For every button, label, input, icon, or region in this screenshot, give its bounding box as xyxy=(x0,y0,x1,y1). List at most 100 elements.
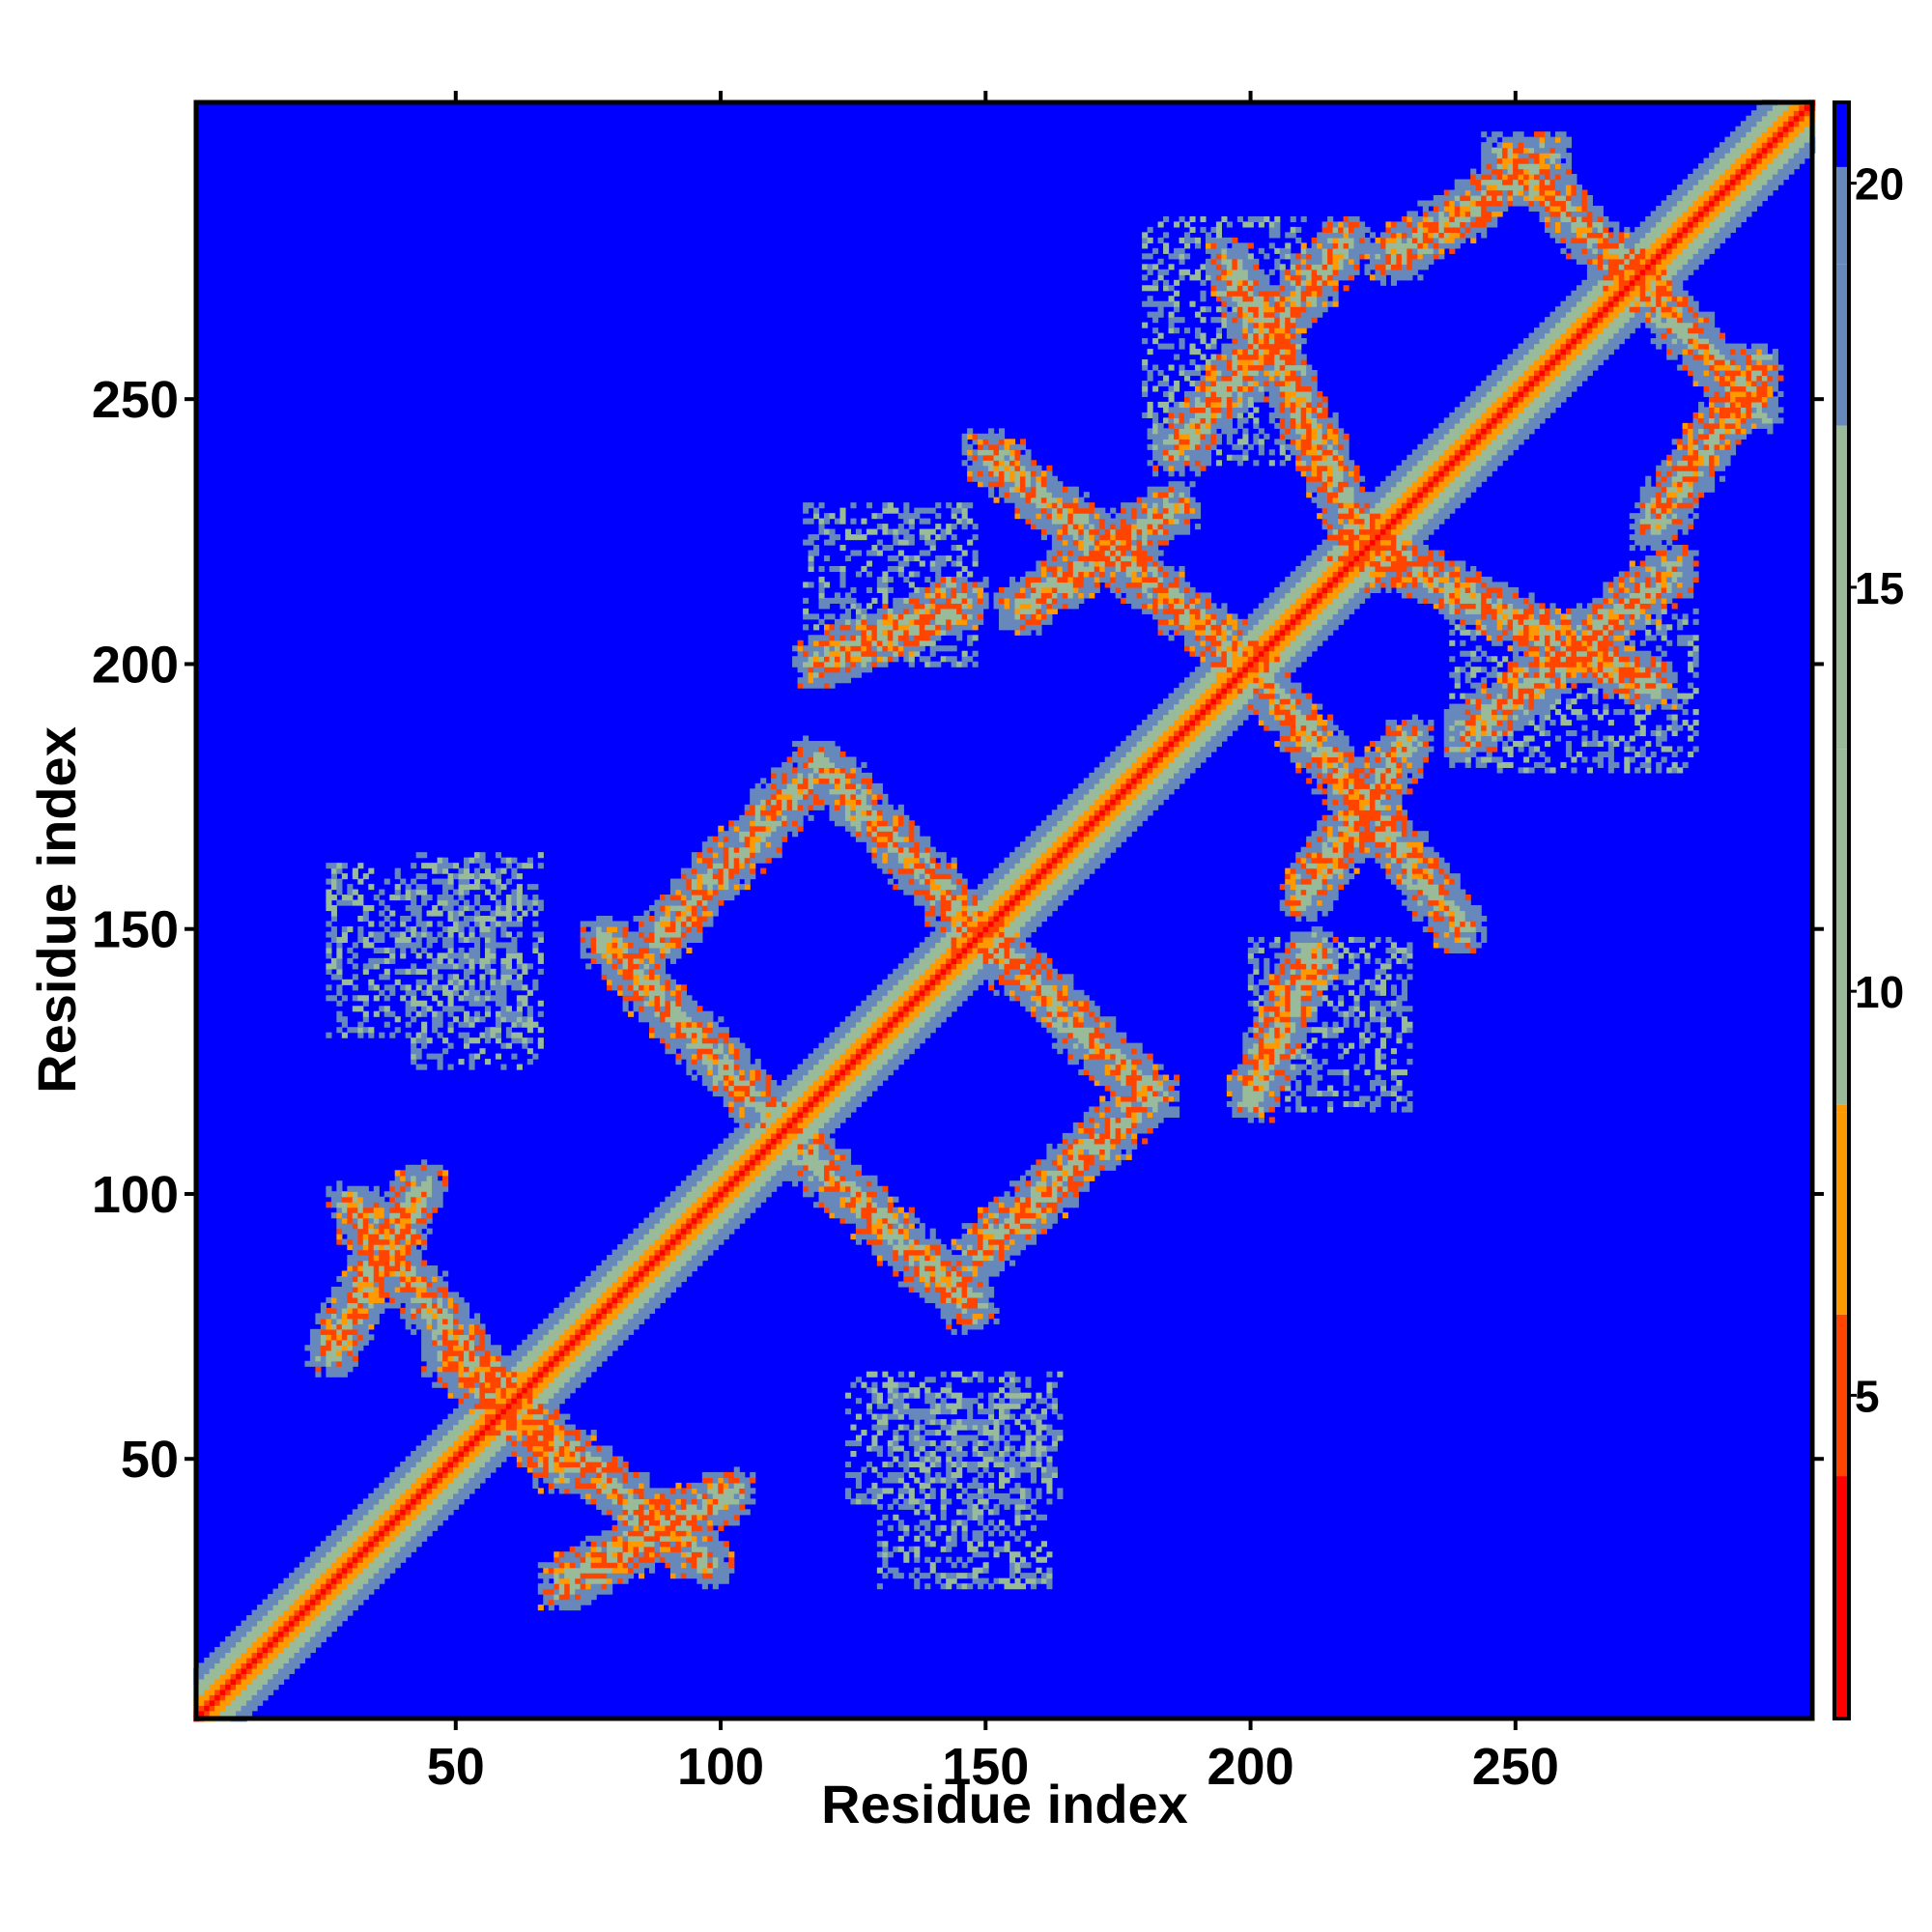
heatmap-cell xyxy=(516,1424,523,1431)
heatmap-cell xyxy=(696,1016,703,1023)
heatmap-cell xyxy=(607,1492,613,1499)
heatmap-cell xyxy=(718,1212,724,1219)
heatmap-cell xyxy=(617,1530,624,1537)
heatmap-cell xyxy=(394,1234,401,1240)
heatmap-cell xyxy=(669,1207,677,1213)
heatmap-cell xyxy=(648,942,656,949)
heatmap-cell xyxy=(590,1562,597,1569)
heatmap-cell xyxy=(326,1583,332,1590)
heatmap-cell xyxy=(400,1234,407,1240)
heatmap-cell xyxy=(696,1509,703,1516)
heatmap-cell xyxy=(362,936,369,944)
heatmap-cell xyxy=(633,1255,639,1262)
heatmap-cell xyxy=(511,1398,518,1405)
heatmap-cell xyxy=(718,1556,724,1563)
heatmap-cell xyxy=(712,884,719,891)
heatmap-cell xyxy=(246,1694,253,1701)
heatmap-cell xyxy=(336,1524,343,1531)
heatmap-cell xyxy=(744,1191,751,1198)
heatmap-cell xyxy=(611,921,618,927)
heatmap-cell xyxy=(272,1641,279,1648)
heatmap-cell xyxy=(257,1694,264,1701)
heatmap-cell xyxy=(357,1313,364,1320)
heatmap-cell xyxy=(347,895,354,901)
heatmap-cell xyxy=(442,1461,449,1468)
heatmap-cell xyxy=(654,952,661,959)
heatmap-cell xyxy=(696,1053,703,1060)
heatmap-cell xyxy=(330,1202,337,1208)
heatmap-cell xyxy=(665,899,671,906)
heatmap-cell xyxy=(447,910,454,917)
heatmap-cell xyxy=(315,1594,322,1601)
heatmap-cell xyxy=(665,1556,671,1563)
heatmap-cell xyxy=(320,1355,327,1362)
heatmap-cell xyxy=(526,1360,533,1367)
heatmap-cell xyxy=(554,1451,560,1458)
heatmap-cell xyxy=(669,905,677,912)
heatmap-cell xyxy=(639,1223,645,1230)
heatmap-cell xyxy=(394,1185,401,1192)
heatmap-cell xyxy=(712,1238,719,1245)
heatmap-cell xyxy=(394,1535,401,1542)
heatmap-cell xyxy=(437,1520,443,1526)
heatmap-cell xyxy=(294,1652,300,1659)
heatmap-cell xyxy=(739,1488,746,1494)
heatmap-cell xyxy=(330,1371,337,1378)
heatmap-cell xyxy=(298,1635,306,1643)
heatmap-cell xyxy=(601,1323,608,1330)
heatmap-cell xyxy=(204,1662,211,1669)
heatmap-cell xyxy=(288,1626,296,1633)
heatmap-cell xyxy=(728,1175,735,1181)
heatmap-cell xyxy=(511,1032,518,1038)
heatmap-cell xyxy=(728,1492,735,1499)
heatmap-cell xyxy=(389,1275,396,1283)
heatmap-cell xyxy=(526,857,533,864)
heatmap-cell xyxy=(495,942,502,949)
heatmap-cell xyxy=(532,931,539,938)
heatmap-cell xyxy=(707,1573,714,1579)
heatmap-cell xyxy=(362,1281,369,1288)
heatmap-cell xyxy=(516,979,523,985)
heatmap-cell xyxy=(686,1032,693,1038)
heatmap-cell xyxy=(469,915,475,923)
heatmap-cell xyxy=(278,1678,285,1685)
heatmap-cell xyxy=(712,1530,719,1537)
heatmap-cell xyxy=(415,1010,422,1017)
heatmap-cell xyxy=(495,910,502,917)
heatmap-cell xyxy=(415,1313,422,1320)
heatmap-cell xyxy=(394,942,401,949)
heatmap-cell xyxy=(532,1430,539,1436)
heatmap-cell xyxy=(728,1170,735,1177)
heatmap-cell xyxy=(341,1275,348,1283)
heatmap-cell xyxy=(458,905,465,912)
heatmap-cell xyxy=(728,1159,735,1166)
heatmap-cell xyxy=(272,1626,279,1633)
heatmap-cell xyxy=(394,1217,401,1224)
heatmap-cell xyxy=(654,931,661,938)
heatmap-cell xyxy=(341,1328,348,1335)
heatmap-cell xyxy=(432,1461,439,1468)
heatmap-cell xyxy=(696,1573,703,1579)
heatmap-cell xyxy=(384,1492,390,1499)
heatmap-cell xyxy=(543,1562,550,1569)
heatmap-cell xyxy=(315,1350,322,1356)
heatmap-cell xyxy=(262,1678,269,1685)
heatmap-cell xyxy=(379,1006,385,1012)
heatmap-cell xyxy=(723,1064,729,1070)
heatmap-cell xyxy=(330,863,337,869)
heatmap-cell xyxy=(733,852,740,859)
heatmap-cell xyxy=(357,1260,364,1266)
heatmap-cell xyxy=(575,1456,582,1463)
heatmap-cell xyxy=(691,867,697,874)
heatmap-cell xyxy=(633,1318,639,1324)
heatmap-cell xyxy=(469,1350,475,1356)
heatmap-cell xyxy=(415,1260,422,1266)
heatmap-cell xyxy=(241,1699,247,1706)
heatmap-cell xyxy=(368,1275,375,1283)
heatmap-cell xyxy=(442,1371,449,1378)
heatmap-cell xyxy=(675,925,682,933)
heatmap-cell xyxy=(590,1535,597,1542)
heatmap-cell xyxy=(379,1234,385,1240)
heatmap-cell xyxy=(728,1551,735,1558)
heatmap-cell xyxy=(330,1360,337,1367)
